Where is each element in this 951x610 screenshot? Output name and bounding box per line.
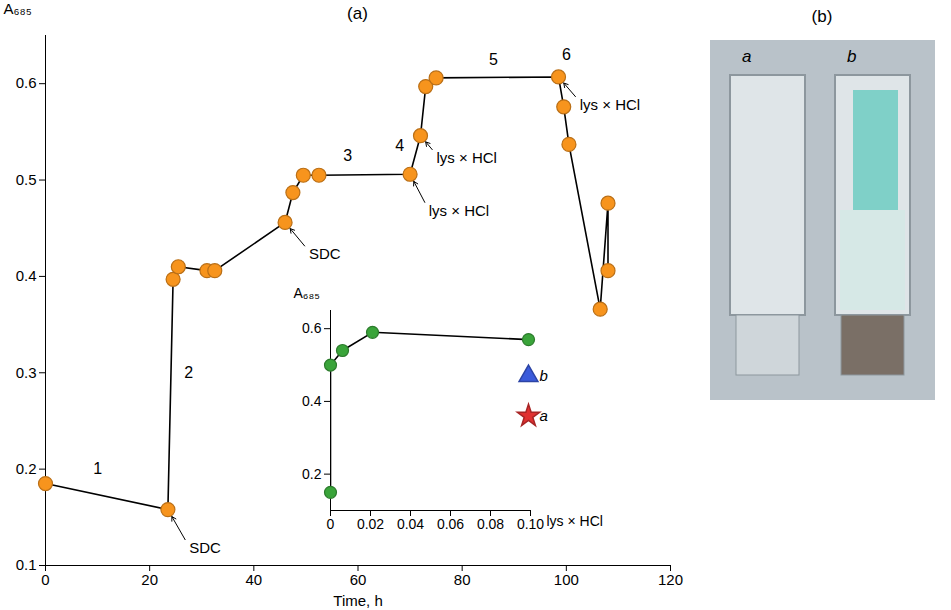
svg-text:0.04: 0.04: [397, 516, 424, 532]
svg-text:A₆₈₅: A₆₈₅: [294, 285, 320, 301]
svg-text:2: 2: [184, 364, 193, 381]
svg-text:3: 3: [343, 147, 352, 164]
svg-text:20: 20: [141, 571, 158, 588]
svg-text:0.4: 0.4: [16, 267, 37, 284]
svg-text:0.06: 0.06: [437, 516, 464, 532]
svg-text:0.10: 0.10: [517, 516, 544, 532]
svg-text:5: 5: [489, 51, 498, 68]
svg-text:Time, h: Time, h: [333, 592, 382, 609]
svg-text:(b): (b): [812, 7, 833, 26]
svg-text:6: 6: [562, 46, 571, 63]
svg-text:40: 40: [245, 571, 262, 588]
svg-text:0.1: 0.1: [16, 556, 37, 573]
svg-text:1: 1: [93, 460, 102, 477]
svg-text:120: 120: [658, 571, 683, 588]
html-text:(a): (a): [347, 4, 368, 23]
svg-text:lys × HCl: lys × HCl: [547, 513, 603, 529]
svg-text:0.5: 0.5: [16, 171, 37, 188]
svg-text:60: 60: [350, 571, 367, 588]
svg-text:0.2: 0.2: [16, 460, 37, 477]
svg-text:lys × HCl: lys × HCl: [437, 149, 497, 166]
svg-text:lys × HCl: lys × HCl: [429, 202, 489, 219]
svg-text:0.4: 0.4: [302, 393, 322, 409]
svg-text:A₆₈₅: A₆₈₅: [4, 0, 32, 17]
svg-text:0.3: 0.3: [16, 364, 37, 381]
svg-text:lys × HCl: lys × HCl: [580, 96, 640, 113]
svg-text:0.08: 0.08: [477, 516, 504, 532]
svg-text:0: 0: [41, 571, 49, 588]
svg-text:a: a: [742, 47, 751, 66]
svg-text:b: b: [540, 367, 548, 384]
svg-text:0.02: 0.02: [357, 516, 384, 532]
svg-text:80: 80: [454, 571, 471, 588]
svg-text:SDC: SDC: [189, 539, 221, 556]
svg-text:SDC: SDC: [309, 245, 341, 262]
svg-text:100: 100: [554, 571, 579, 588]
svg-text:0: 0: [327, 516, 335, 532]
svg-text:0.6: 0.6: [16, 74, 37, 91]
svg-text:0.6: 0.6: [302, 320, 322, 336]
svg-text:4: 4: [395, 137, 404, 154]
svg-text:a: a: [540, 407, 548, 424]
svg-text:b: b: [847, 47, 856, 66]
svg-text:0.2: 0.2: [302, 466, 322, 482]
